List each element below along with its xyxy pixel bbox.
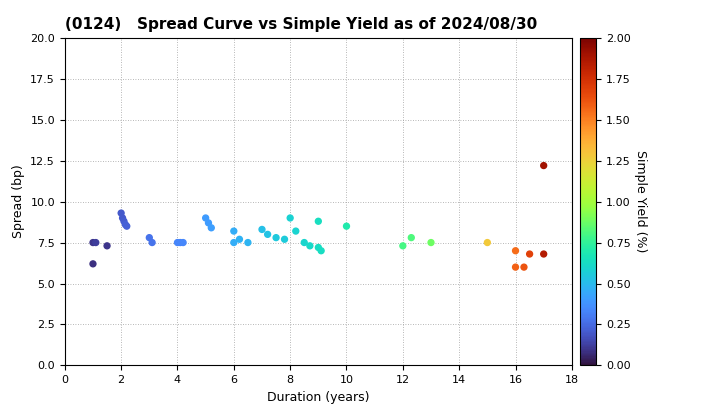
Point bbox=[117, 215, 128, 221]
Point bbox=[538, 251, 549, 257]
Point bbox=[524, 251, 536, 257]
Point bbox=[270, 234, 282, 241]
Point bbox=[256, 226, 268, 233]
Point bbox=[538, 162, 549, 169]
Point bbox=[242, 239, 253, 246]
Y-axis label: Spread (bp): Spread (bp) bbox=[12, 165, 24, 239]
Point bbox=[115, 210, 127, 216]
Point bbox=[143, 234, 155, 241]
Text: (0124)   Spread Curve vs Simple Yield as of 2024/08/30: (0124) Spread Curve vs Simple Yield as o… bbox=[65, 18, 537, 32]
Point bbox=[315, 247, 327, 254]
Point bbox=[174, 239, 186, 246]
Point bbox=[405, 234, 417, 241]
Point bbox=[426, 239, 437, 246]
Point bbox=[312, 218, 324, 225]
Point bbox=[304, 242, 315, 249]
Y-axis label: Simple Yield (%): Simple Yield (%) bbox=[634, 150, 647, 253]
Point bbox=[200, 215, 212, 221]
Point bbox=[205, 224, 217, 231]
Point bbox=[118, 218, 130, 225]
Point bbox=[510, 247, 521, 254]
Point bbox=[120, 221, 131, 228]
Point bbox=[341, 223, 352, 229]
Point bbox=[146, 239, 158, 246]
Point bbox=[510, 264, 521, 270]
Point bbox=[102, 242, 113, 249]
Point bbox=[171, 239, 183, 246]
Point bbox=[397, 242, 408, 249]
Point bbox=[121, 223, 132, 229]
Point bbox=[228, 239, 240, 246]
Point bbox=[234, 236, 246, 243]
Point bbox=[279, 236, 290, 243]
Point bbox=[518, 264, 530, 270]
Point bbox=[87, 239, 99, 246]
Point bbox=[228, 228, 240, 234]
Point bbox=[203, 220, 215, 226]
Point bbox=[284, 215, 296, 221]
Point bbox=[177, 239, 189, 246]
Point bbox=[262, 231, 274, 238]
Point bbox=[312, 244, 324, 251]
Point bbox=[90, 239, 102, 246]
Point bbox=[87, 260, 99, 267]
Point bbox=[299, 239, 310, 246]
Point bbox=[482, 239, 493, 246]
X-axis label: Duration (years): Duration (years) bbox=[267, 391, 369, 404]
Point bbox=[290, 228, 302, 234]
